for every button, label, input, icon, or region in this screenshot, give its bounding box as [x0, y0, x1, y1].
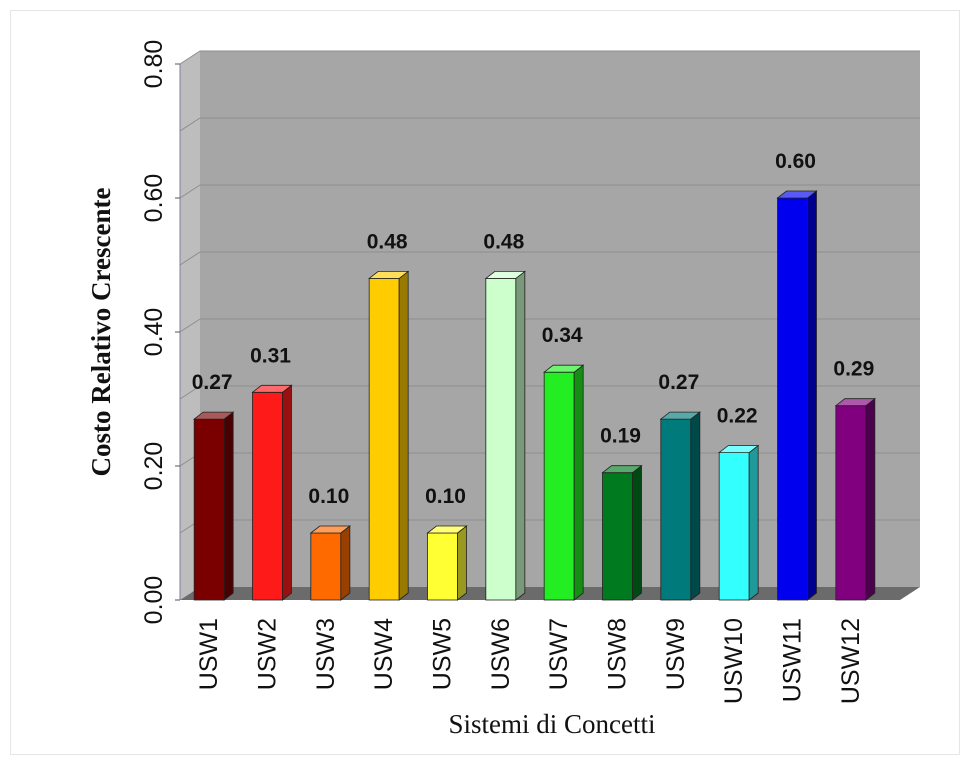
- data-label: 0.31: [250, 344, 291, 367]
- bar-side: [223, 411, 234, 601]
- bar-side: [690, 411, 701, 601]
- gridline-side: [179, 184, 201, 199]
- bar-front: [368, 277, 400, 601]
- bar-side: [340, 525, 351, 601]
- bar-front: [485, 277, 517, 601]
- data-label: 0.27: [192, 371, 233, 394]
- bar-top: [193, 411, 235, 420]
- bar-front: [193, 418, 225, 601]
- y-tick-label: 0.80: [140, 40, 168, 89]
- bar-top: [251, 384, 293, 393]
- data-label: 0.48: [367, 230, 408, 253]
- data-label: 0.22: [717, 405, 758, 428]
- bar-top: [776, 190, 818, 199]
- data-label: 0.48: [483, 230, 524, 253]
- gridline-side: [179, 318, 201, 333]
- bar-top: [543, 364, 585, 373]
- bar-front: [660, 418, 692, 601]
- bar-side: [573, 364, 584, 601]
- x-tick-label: USW8: [604, 618, 632, 690]
- y-tick-label: 0.20: [140, 442, 168, 491]
- bar-top: [309, 525, 351, 534]
- data-label: 0.60: [775, 150, 816, 173]
- bar-front: [252, 391, 283, 601]
- x-tick-label: USW5: [429, 618, 457, 690]
- x-tick-label: USW9: [662, 618, 690, 690]
- data-label: 0.27: [658, 371, 699, 394]
- x-tick-label: USW3: [312, 618, 340, 690]
- bar-top: [368, 270, 410, 279]
- bar-front: [835, 405, 867, 601]
- bar-side: [282, 384, 292, 601]
- bar-front: [602, 472, 633, 601]
- bar-top: [484, 270, 526, 279]
- bar-top: [834, 398, 876, 407]
- x-tick-label: USW4: [370, 618, 398, 690]
- bar-top: [659, 411, 701, 420]
- bar-side: [457, 525, 467, 601]
- data-label: 0.10: [308, 485, 349, 508]
- x-tick-label: USW1: [195, 618, 223, 690]
- gridline-side: [179, 50, 201, 65]
- x-axis-title: Sistemi di Concetti: [449, 709, 656, 739]
- x-tick-label: USW12: [837, 618, 865, 704]
- bar-front: [777, 197, 808, 601]
- bar-top: [718, 445, 760, 454]
- x-tick-label: USW10: [720, 618, 748, 704]
- data-label: 0.10: [425, 485, 466, 508]
- bar-front: [427, 532, 458, 601]
- y-tick-label: 0.00: [140, 576, 168, 625]
- y-tick-label: 0.40: [140, 308, 168, 357]
- bar-side: [748, 444, 759, 601]
- gridline-side: [179, 117, 201, 132]
- gridline-side: [179, 385, 201, 400]
- bar-side: [515, 270, 526, 601]
- gridline-side: [179, 251, 201, 266]
- y-tick-label: 0.60: [140, 174, 168, 223]
- bar-front: [543, 371, 575, 601]
- data-label: 0.19: [600, 425, 641, 448]
- bar-front: [310, 532, 342, 601]
- bar-side: [807, 190, 817, 601]
- x-tick-label: USW7: [545, 618, 573, 690]
- data-label: 0.29: [833, 358, 874, 381]
- bar-top: [426, 525, 468, 534]
- x-tick-label: USW6: [487, 618, 515, 690]
- bar-side: [865, 397, 876, 601]
- y-axis-title: Costo Relativo Crescente: [86, 188, 116, 477]
- bar-side: [398, 270, 409, 601]
- x-tick-label: USW2: [254, 618, 282, 690]
- bar-side: [632, 464, 642, 601]
- bar-front: [718, 452, 750, 601]
- x-tick-label: USW11: [779, 618, 807, 702]
- bar-top: [601, 465, 643, 474]
- data-label: 0.34: [542, 324, 583, 347]
